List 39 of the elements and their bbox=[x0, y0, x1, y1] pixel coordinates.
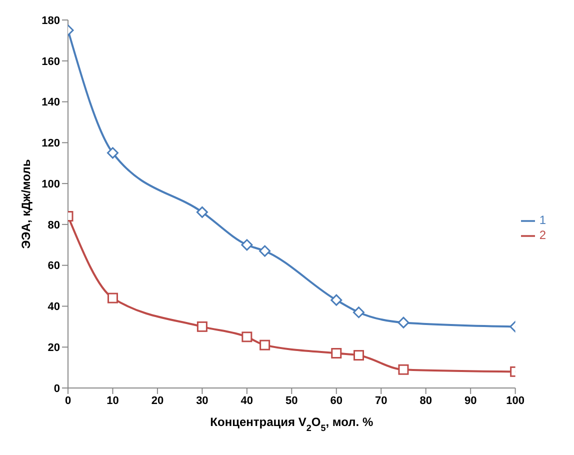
x-tick-label: 70 bbox=[374, 394, 388, 407]
point bbox=[196, 206, 208, 218]
point bbox=[398, 364, 409, 375]
point bbox=[107, 292, 118, 304]
point bbox=[241, 239, 253, 251]
point bbox=[106, 147, 118, 159]
x-tick-label: 80 bbox=[420, 394, 432, 407]
point bbox=[196, 321, 208, 332]
point bbox=[331, 348, 342, 358]
y-tick-label: 20 bbox=[48, 342, 60, 354]
y-tick-label: 180 bbox=[42, 14, 60, 27]
x-tick-label: 90 bbox=[464, 394, 477, 407]
x-tick-label: 0 bbox=[64, 394, 72, 407]
point bbox=[260, 340, 270, 350]
x-tick-label: 50 bbox=[286, 394, 298, 407]
y-tick-label: 0 bbox=[54, 382, 60, 395]
legend-label: 1 bbox=[539, 213, 546, 228]
point bbox=[330, 294, 342, 306]
y-tick-label: 80 bbox=[48, 219, 60, 232]
y-tick-label: 140 bbox=[42, 96, 60, 109]
y-axis-title: ЭЭА, кДж/моль bbox=[19, 159, 33, 249]
y-tick-label: 100 bbox=[42, 178, 60, 190]
point bbox=[398, 316, 410, 328]
legend-label: 2 bbox=[539, 228, 546, 242]
x-tick-label: 20 bbox=[151, 394, 164, 407]
point bbox=[259, 245, 271, 257]
y-tick-label: 160 bbox=[42, 56, 60, 68]
point bbox=[242, 332, 252, 342]
x-tick-label: 60 bbox=[330, 394, 343, 407]
x-tick-label: 30 bbox=[196, 394, 208, 407]
y-tick-label: 60 bbox=[48, 260, 60, 272]
x-tick-label: 40 bbox=[240, 394, 254, 407]
y-tick-label: 40 bbox=[48, 301, 60, 314]
x-tick-label: 10 bbox=[106, 394, 119, 407]
point bbox=[353, 306, 365, 318]
point bbox=[354, 350, 364, 361]
x-axis-title: Концентрация V$_{2}$O$_{5}$, мол. % bbox=[210, 415, 374, 433]
y-tick-label: 120 bbox=[42, 138, 60, 150]
x-tick-label: 100 bbox=[506, 394, 524, 407]
